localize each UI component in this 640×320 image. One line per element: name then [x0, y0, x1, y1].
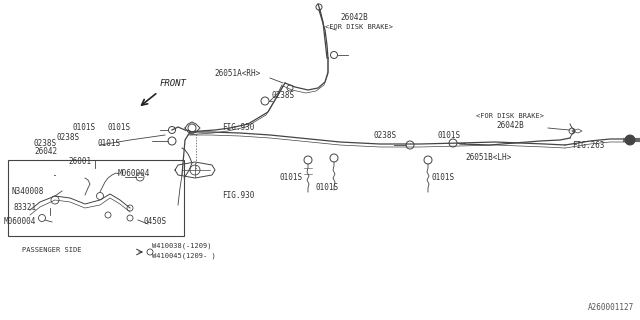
- Text: 0101S: 0101S: [432, 173, 455, 182]
- Text: FIG.930: FIG.930: [222, 123, 254, 132]
- Text: 26042: 26042: [34, 148, 57, 156]
- Text: W410045(1209- ): W410045(1209- ): [152, 253, 216, 259]
- Text: M060004: M060004: [4, 218, 36, 227]
- Text: 26001: 26001: [68, 156, 91, 165]
- Text: 26042B: 26042B: [496, 121, 524, 130]
- Text: <FOR DISK BRAKE>: <FOR DISK BRAKE>: [325, 24, 393, 30]
- Text: M060004: M060004: [118, 170, 150, 179]
- Text: 26042B: 26042B: [340, 13, 368, 22]
- Text: 0101S: 0101S: [108, 123, 131, 132]
- Text: FRONT: FRONT: [160, 79, 187, 88]
- Text: 0238S: 0238S: [57, 133, 80, 142]
- Circle shape: [625, 135, 635, 145]
- Text: 0238S: 0238S: [34, 139, 57, 148]
- Text: FIG.930: FIG.930: [222, 191, 254, 201]
- Text: 0101S: 0101S: [97, 139, 120, 148]
- Text: A260001127: A260001127: [588, 303, 634, 312]
- Text: 0238S: 0238S: [374, 132, 397, 140]
- Text: PASSENGER SIDE: PASSENGER SIDE: [22, 247, 81, 253]
- Text: N340008: N340008: [12, 187, 44, 196]
- Text: 0101S: 0101S: [280, 173, 303, 182]
- Text: W410038(-1209): W410038(-1209): [152, 243, 211, 249]
- Text: <FOR DISK BRAKE>: <FOR DISK BRAKE>: [476, 113, 544, 119]
- Text: FIG.263: FIG.263: [572, 140, 604, 149]
- Text: 26051A<RH>: 26051A<RH>: [214, 68, 260, 77]
- Text: 0101S: 0101S: [438, 131, 461, 140]
- Text: 83321: 83321: [14, 204, 37, 212]
- Bar: [8, 160, 184, 236]
- Text: 26051B<LH>: 26051B<LH>: [465, 154, 511, 163]
- Text: 0238S: 0238S: [272, 92, 295, 100]
- Text: 0450S: 0450S: [144, 218, 167, 227]
- Text: 0101S: 0101S: [73, 123, 96, 132]
- Text: 0101S: 0101S: [316, 183, 339, 193]
